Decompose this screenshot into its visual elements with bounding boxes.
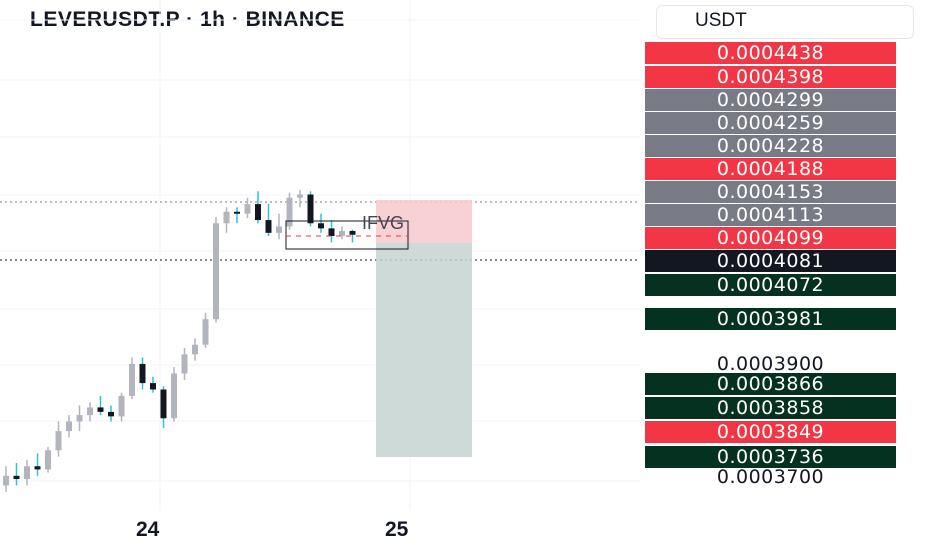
price-tag: 0.0004153 [645, 181, 896, 203]
candle-body [55, 431, 62, 451]
candle-body [265, 220, 272, 233]
candle-body [160, 389, 167, 419]
currency-selector[interactable]: USDT [656, 5, 914, 39]
price-tag: 0.0003849 [645, 421, 896, 443]
candle-body [255, 204, 261, 221]
candle-body [213, 223, 219, 320]
price-tag: 0.0003700 [716, 466, 825, 488]
candle-body [150, 383, 156, 390]
candle-body [181, 354, 188, 374]
x-tick-25: 25 [385, 518, 409, 541]
candle-body [234, 211, 240, 214]
price-tag: 0.0003900 [716, 353, 825, 375]
candle-body [192, 344, 198, 355]
candle-body [118, 395, 125, 417]
candle-body [307, 194, 314, 224]
candle-body [129, 363, 135, 396]
candle-body [318, 223, 324, 229]
candle-body [3, 475, 9, 486]
candle-body [349, 230, 356, 235]
candle-body [13, 475, 20, 480]
price-tag: 0.0004099 [645, 227, 896, 249]
candle-body [171, 373, 177, 419]
candle-body [76, 415, 83, 422]
candle-body [202, 319, 209, 345]
candle-body [97, 407, 104, 412]
price-tag: 0.0003981 [645, 308, 896, 330]
price-tag: 0.0004072 [645, 274, 896, 296]
candle-body [24, 466, 30, 480]
chart-grid [0, 0, 640, 510]
price-tag: 0.0004081 [645, 250, 896, 272]
price-tag: 0.0003858 [645, 397, 896, 419]
candle-body [66, 421, 72, 432]
price-tag: 0.0004228 [645, 135, 896, 157]
position-zones [376, 200, 472, 457]
candle-body [276, 226, 282, 233]
candle-body [328, 228, 335, 237]
price-tag: 0.0003736 [645, 446, 896, 468]
price-tag: 0.0003866 [645, 373, 896, 395]
candle-body [339, 230, 345, 237]
candle-body [45, 450, 51, 470]
ifvg-annotation: IFVG [285, 213, 409, 250]
price-tag: 0.0004113 [645, 204, 896, 226]
ifvg-box [285, 220, 409, 250]
candle-body [244, 204, 251, 214]
candle-series [3, 190, 356, 492]
x-tick-24: 24 [136, 518, 160, 541]
candle-body [297, 194, 303, 198]
price-tag: 0.0004398 [645, 66, 896, 88]
price-tag: 0.0004299 [645, 89, 896, 111]
price-tag: 0.0004438 [645, 42, 896, 64]
candle-body [34, 466, 41, 470]
price-tag: 0.0004259 [645, 112, 896, 134]
price-tag: 0.0004188 [645, 158, 896, 180]
candle-body [87, 407, 93, 416]
take-profit-zone [376, 243, 472, 457]
candle-body [139, 363, 146, 384]
candle-body [108, 411, 114, 417]
candle-body [286, 197, 293, 227]
ifvg-label: IFVG [362, 213, 404, 233]
candle-body [223, 211, 230, 224]
